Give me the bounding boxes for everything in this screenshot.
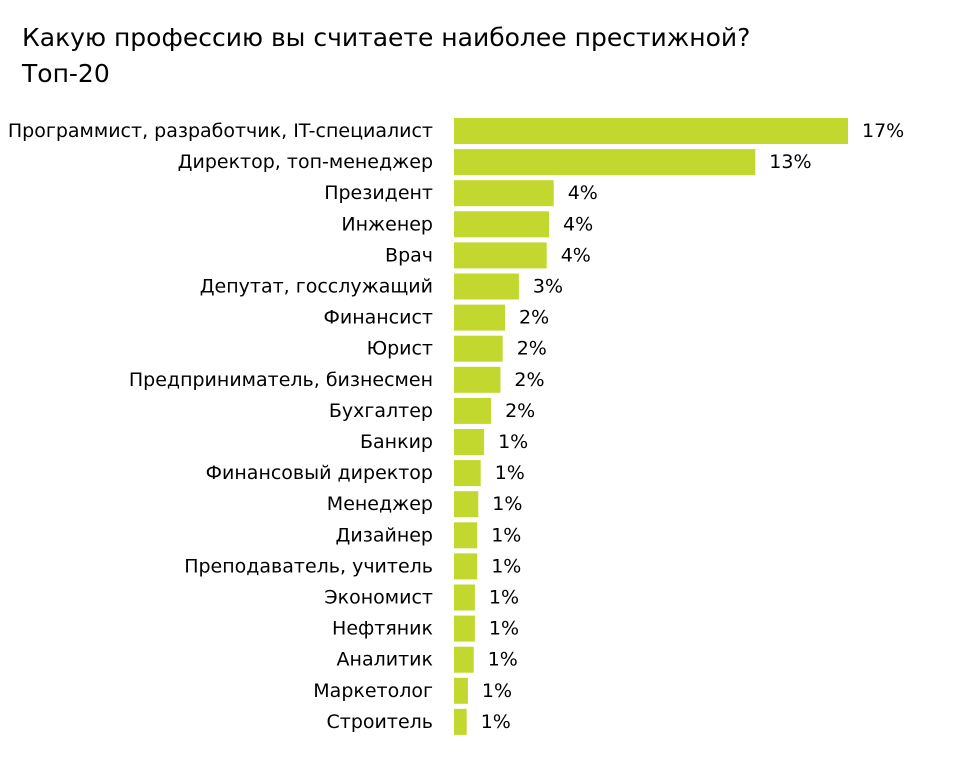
bar-14: [454, 522, 478, 549]
bar-15: [454, 553, 478, 580]
category-label: Финансист: [323, 307, 433, 329]
bar-12: [454, 460, 481, 487]
bar-1: [454, 118, 848, 144]
value-label: 3%: [533, 276, 563, 298]
bar-7: [454, 304, 505, 331]
bar-5: [454, 242, 547, 269]
category-label: Строитель: [327, 711, 433, 733]
category-label: Юрист: [367, 338, 433, 360]
category-label: Банкир: [360, 431, 433, 453]
bar-8: [454, 335, 503, 362]
bar-2: [454, 149, 756, 176]
bar-16: [454, 584, 475, 611]
bar-4: [454, 211, 549, 238]
category-label: Депутат, госслужащий: [200, 276, 433, 298]
category-label: Дизайнер: [336, 524, 433, 546]
value-label: 1%: [491, 524, 521, 546]
category-label: Экономист: [324, 587, 433, 609]
value-label: 1%: [491, 555, 521, 577]
value-label: 2%: [505, 400, 535, 422]
category-label: Президент: [324, 182, 433, 204]
value-label: 1%: [495, 462, 525, 484]
value-label: 1%: [489, 618, 519, 640]
category-label: Бухгалтер: [329, 400, 433, 422]
value-label: 1%: [489, 587, 519, 609]
value-label: 13%: [769, 151, 811, 173]
category-label: Нефтяник: [332, 618, 433, 640]
value-label: 1%: [492, 493, 522, 515]
value-label: 2%: [514, 369, 544, 391]
value-label: 1%: [481, 711, 511, 733]
value-label: 4%: [568, 182, 598, 204]
category-label: Финансовый директор: [206, 462, 433, 484]
bar-18: [454, 646, 474, 673]
category-label: Инженер: [341, 213, 433, 235]
bar-10: [454, 397, 492, 424]
chart-title-line: Какую профессию вы считаете наиболее пре…: [22, 23, 751, 52]
bar-11: [454, 429, 485, 455]
category-label: Программист, разработчик, IT-специалист: [8, 120, 433, 142]
value-label: 1%: [482, 680, 512, 702]
chart-subtitle: Топ-20: [22, 59, 110, 88]
bar-19: [454, 677, 468, 704]
category-label: Преподаватель, учитель: [184, 555, 433, 577]
value-label: 4%: [561, 244, 591, 266]
bar-6: [454, 273, 519, 300]
value-label: 2%: [519, 307, 549, 329]
bar-13: [454, 491, 479, 518]
value-label: 1%: [488, 649, 518, 671]
category-label: Аналитик: [337, 649, 433, 671]
value-label: 4%: [563, 213, 593, 235]
bar-9: [454, 366, 501, 393]
value-label: 2%: [517, 338, 547, 360]
bar-3: [454, 180, 554, 207]
bar-17: [454, 615, 475, 642]
value-label: 1%: [498, 431, 528, 453]
chart-title: Какую профессию вы считаете наиболее пре…: [22, 20, 750, 92]
bar-20: [454, 708, 467, 735]
category-label: Врач: [385, 244, 433, 266]
category-label: Менеджер: [327, 493, 433, 515]
value-label: 17%: [862, 120, 904, 142]
category-label: Директор, топ-менеджер: [178, 151, 433, 173]
category-label: Маркетолог: [313, 680, 433, 702]
category-label: Предприниматель, бизнесмен: [129, 369, 433, 391]
